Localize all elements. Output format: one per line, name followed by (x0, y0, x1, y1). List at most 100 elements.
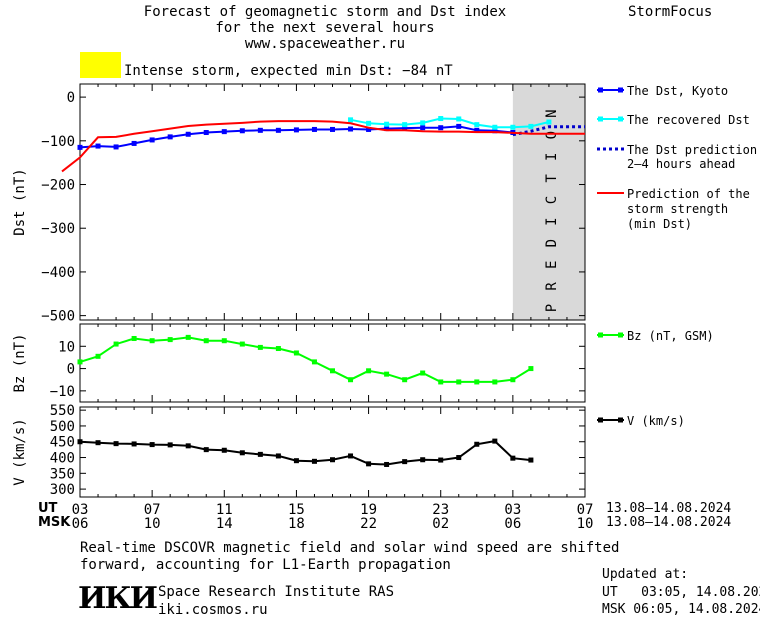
bz-point (131, 335, 137, 341)
recovered-point (366, 120, 372, 126)
y-tick-label: 550 (50, 403, 75, 419)
y-tick-label: −500 (41, 309, 75, 325)
dst-point (438, 125, 444, 131)
dst-point (384, 126, 390, 132)
bz-point (221, 338, 227, 344)
dst-point (456, 123, 462, 129)
y-tick-label: 0 (67, 362, 75, 378)
updated-ut: UT 03:05, 14.08.2024 (602, 585, 760, 600)
panel-bz: 10 0 −10 Bz (nT) (12, 323, 586, 403)
legend-prediction-2: 2–4 hours ahead (627, 157, 736, 171)
ut-tick-label: 11 (216, 502, 233, 518)
v-point (203, 447, 209, 453)
y-tick-label: 10 (58, 339, 75, 355)
legend-strength-3: (min Dst) (627, 217, 693, 231)
prediction-band-letter: N (544, 109, 560, 117)
prediction-band-letter: T (544, 174, 560, 183)
institute-site[interactable]: iki.cosmos.ru (158, 602, 268, 618)
iki-logo: ИКИ (78, 581, 158, 616)
bz-point (384, 371, 390, 377)
legend-strength-1: Prediction of the (627, 187, 750, 201)
y-tick-label: 0 (67, 90, 75, 106)
bz-point (185, 334, 191, 340)
bz-point (149, 338, 155, 344)
bz-point (474, 379, 480, 385)
recovered-point (348, 117, 354, 123)
v-point (185, 443, 191, 449)
bz-point (257, 344, 263, 350)
v-point (492, 438, 498, 444)
dst-point (131, 140, 137, 146)
ut-tick-label: 07 (577, 502, 594, 518)
dst-point (239, 128, 245, 134)
dst-point (275, 127, 281, 133)
ut-tick-label: 03 (504, 502, 521, 518)
series-line-dst-3 (61, 120, 585, 173)
y-tick-label: 300 (50, 482, 75, 498)
series-line-dst-1 (350, 117, 550, 129)
msk-tick-label: 22 (360, 516, 377, 532)
legend-v: V (km/s) (627, 414, 685, 428)
y-label-dst: Dst (nT) (12, 168, 28, 235)
v-point (77, 439, 83, 445)
bz-point (438, 379, 444, 385)
v-point (257, 451, 263, 457)
bz-point (167, 337, 173, 343)
y-tick-label: −10 (50, 384, 75, 400)
legend-recovered: The recovered Dst (627, 113, 750, 127)
ut-date-range: 13.08–14.08.2024 (606, 501, 732, 516)
legend-swatch-dst-marker (598, 87, 603, 93)
v-point (167, 442, 173, 448)
legend-swatch-bz-marker (618, 332, 623, 338)
panel-frame (79, 83, 586, 321)
dst-point (474, 127, 480, 133)
prediction-band-letter: C (544, 196, 560, 204)
y-tick-label: −100 (41, 134, 75, 150)
ut-tick-label: 07 (144, 502, 161, 518)
ut-tick-label: 15 (288, 502, 305, 518)
bz-point (275, 346, 281, 352)
bz-point (402, 377, 408, 383)
dst-point (366, 126, 372, 132)
institute-name: Space Research Institute RAS (158, 584, 395, 600)
dst-point (221, 129, 227, 135)
v-point (311, 458, 317, 464)
v-point (438, 457, 444, 463)
recovered-point (546, 119, 552, 125)
footer-note-1: Real-time DSCOVR magnetic field and sola… (80, 540, 620, 556)
dst-point (420, 125, 426, 131)
v-point (293, 458, 299, 464)
dst-point (203, 130, 209, 136)
dst-point (77, 144, 83, 150)
v-point (239, 450, 245, 456)
recovered-point (420, 120, 426, 126)
y-tick-label: 450 (50, 435, 75, 451)
prediction-band-letter: P (544, 304, 560, 312)
msk-tick-label: 02 (432, 516, 449, 532)
dst-point (257, 127, 263, 133)
msk-tick-label: 10 (577, 516, 594, 532)
y-tick-label: −200 (41, 178, 75, 194)
recovered-point (474, 122, 480, 128)
prediction-band-letter: D (544, 239, 560, 247)
v-point (113, 441, 119, 447)
bz-point (348, 377, 354, 383)
v-point (420, 457, 426, 463)
chart-subtitle: for the next several hours (215, 20, 435, 36)
storm-status-text: Intense storm, expected min Dst: −84 nT (124, 63, 453, 79)
legend-swatch-bz-marker (598, 332, 603, 338)
legend-swatch-dst-marker (618, 87, 623, 93)
prediction-band-letter: O (544, 131, 560, 139)
v-point (366, 461, 372, 467)
brand-label: StormFocus (628, 4, 713, 20)
y-tick-label: 400 (50, 451, 75, 467)
y-label-v: V (km/s) (12, 418, 28, 485)
bz-point (239, 341, 245, 347)
dst-point (293, 127, 299, 133)
v-point (456, 455, 462, 461)
msk-axis-label: MSK (38, 515, 71, 530)
bz-point (420, 370, 426, 376)
v-point (384, 461, 390, 467)
